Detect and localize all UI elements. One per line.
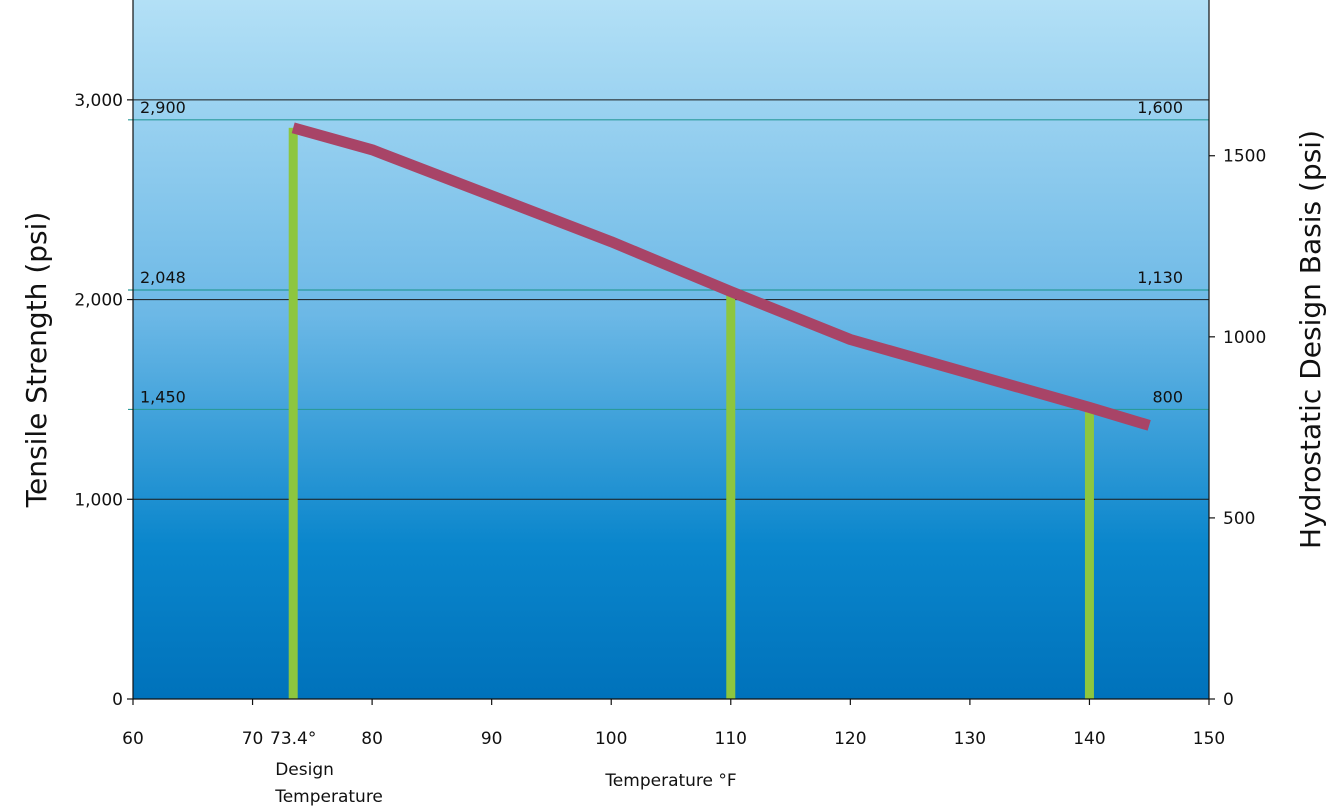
vertical-bar [726, 291, 736, 699]
vertical-bar [288, 127, 298, 700]
reference-left-label: 2,900 [140, 98, 186, 117]
x-tick-label: 80 [361, 729, 383, 749]
y-tick-label: 1,000 [74, 490, 123, 510]
reference-left-label: 1,450 [140, 387, 186, 406]
y-tick-label: 0 [112, 690, 123, 710]
y2-tick-label: 1000 [1223, 328, 1266, 348]
vertical-bars [288, 127, 1094, 700]
y-tick-label: 2,000 [74, 291, 123, 311]
y2-axis-title: Hydrostatic Design Basis (psi) [1294, 130, 1327, 549]
axes [127, 0, 1215, 705]
x-tick-label: 100 [595, 729, 627, 749]
reference-right-label: 800 [1152, 387, 1183, 406]
vertical-bar [1084, 409, 1094, 699]
design-temperature-tick-label: 73.4° [270, 729, 316, 749]
line-series [291, 122, 1151, 431]
gridlines [133, 99, 1209, 500]
y2-tick-label: 0 [1223, 690, 1234, 710]
series-line [291, 122, 1151, 431]
x-tick-label: 150 [1193, 729, 1225, 749]
reference-right-label: 1,600 [1137, 98, 1183, 117]
reference-lines [128, 119, 1209, 411]
x-tick-label: 120 [834, 729, 866, 749]
reference-left-label: 2,048 [140, 268, 186, 287]
y2-tick-label: 500 [1223, 509, 1255, 529]
y-tick-label: 3,000 [74, 91, 123, 111]
x-tick-label: 90 [481, 729, 503, 749]
plot-background [133, 0, 1209, 699]
x-axis-title: Temperature °F [604, 771, 736, 791]
x-tick-label: 130 [954, 729, 986, 749]
x-tick-label: 60 [122, 729, 144, 749]
reference-right-label: 1,130 [1137, 268, 1183, 287]
x-tick-label: 70 [242, 729, 264, 749]
design-temperature-note-line1: Design [275, 760, 334, 780]
x-tick-label: 140 [1073, 729, 1105, 749]
y2-tick-label: 1500 [1223, 147, 1266, 167]
design-temperature-note-line2: Temperature [274, 787, 383, 807]
y-axis-title: Tensile Strength (psi) [20, 212, 53, 509]
x-tick-label: 110 [715, 729, 747, 749]
